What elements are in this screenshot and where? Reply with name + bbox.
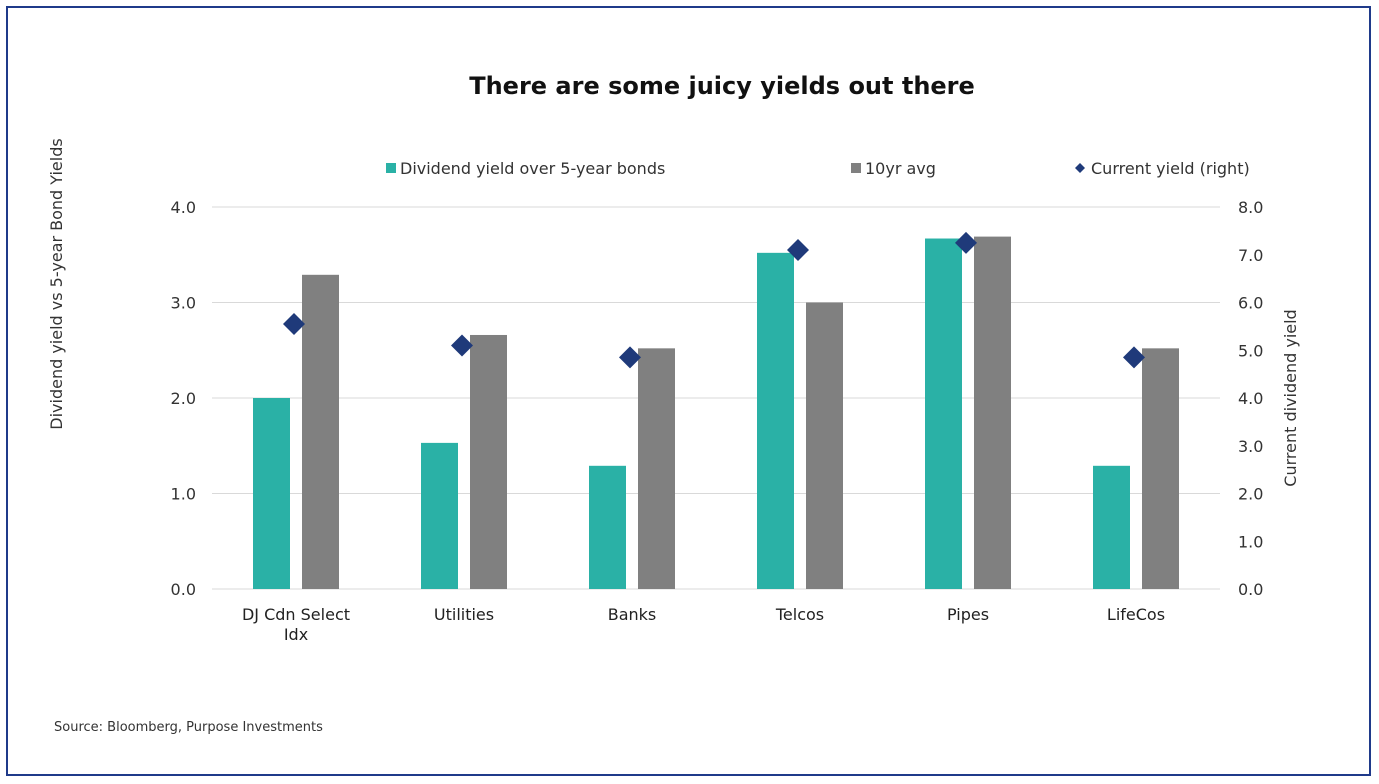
right-tick-label: 8.0 bbox=[1238, 198, 1263, 217]
bar-dividend-yield bbox=[253, 398, 290, 589]
source-note: Source: Bloomberg, Purpose Investments bbox=[54, 720, 323, 735]
right-tick-label: 7.0 bbox=[1238, 246, 1263, 265]
right-tick-label: 3.0 bbox=[1238, 437, 1263, 456]
bar-10yr-avg bbox=[806, 302, 843, 589]
bars bbox=[253, 236, 1179, 590]
category-label: Utilities bbox=[434, 605, 494, 624]
bar-dividend-yield bbox=[421, 442, 458, 589]
left-tick-label: 4.0 bbox=[171, 198, 196, 217]
marker-current-yield bbox=[451, 334, 473, 357]
bar-dividend-yield bbox=[925, 238, 962, 589]
right-tick-label: 6.0 bbox=[1238, 294, 1263, 313]
left-tick-label: 0.0 bbox=[171, 580, 196, 599]
right-tick-label: 2.0 bbox=[1238, 485, 1263, 504]
bar-10yr-avg bbox=[302, 274, 339, 589]
bar-10yr-avg bbox=[1142, 348, 1179, 589]
category-label: Banks bbox=[608, 605, 657, 624]
marker-current-yield bbox=[787, 238, 809, 261]
legend-label-dividend: Dividend yield over 5-year bonds bbox=[400, 159, 665, 178]
marker-current-yield bbox=[283, 312, 305, 335]
left-tick-label: 2.0 bbox=[171, 389, 196, 408]
left-axis-title: Dividend yield vs 5-year Bond Yields bbox=[47, 138, 66, 429]
left-tick-label: 1.0 bbox=[171, 485, 196, 504]
bar-10yr-avg bbox=[470, 334, 507, 589]
legend-marker-current bbox=[1075, 163, 1085, 173]
right-tick-label: 5.0 bbox=[1238, 341, 1263, 360]
bar-dividend-yield bbox=[589, 465, 626, 589]
bar-dividend-yield bbox=[1093, 465, 1130, 589]
legend-swatch-10yr bbox=[851, 163, 861, 173]
right-tick-label: 0.0 bbox=[1238, 580, 1263, 599]
category-label: Idx bbox=[284, 625, 308, 644]
right-tick-label: 1.0 bbox=[1238, 532, 1263, 551]
marker-current-yield bbox=[619, 346, 641, 369]
category-label: LifeCos bbox=[1107, 605, 1165, 624]
right-tick-label: 4.0 bbox=[1238, 389, 1263, 408]
right-axis-ticks: 0.0 1.0 2.0 3.0 4.0 5.0 6.0 7.0 8.0 bbox=[1238, 198, 1263, 599]
legend-label-10yr: 10yr avg bbox=[865, 159, 936, 178]
marker-current-yield bbox=[1123, 346, 1145, 369]
category-label: DJ Cdn Select bbox=[242, 605, 350, 624]
legend-label-current: Current yield (right) bbox=[1091, 159, 1250, 178]
legend-swatch-dividend bbox=[386, 163, 396, 173]
legend: Dividend yield over 5-year bonds 10yr av… bbox=[386, 159, 1250, 178]
current-yield-markers bbox=[283, 231, 1145, 369]
gridlines bbox=[212, 206, 1220, 590]
marker-current-yield bbox=[955, 231, 977, 254]
chart-title: There are some juicy yields out there bbox=[469, 72, 975, 100]
left-tick-label: 3.0 bbox=[171, 294, 196, 313]
left-axis-ticks: 0.0 1.0 2.0 3.0 4.0 bbox=[171, 198, 196, 599]
bar-10yr-avg bbox=[974, 236, 1011, 590]
category-label: Pipes bbox=[947, 605, 989, 624]
category-label: Telcos bbox=[775, 605, 824, 624]
bar-dividend-yield bbox=[757, 252, 794, 589]
right-axis-title: Current dividend yield bbox=[1281, 309, 1300, 486]
bar-10yr-avg bbox=[638, 348, 675, 589]
